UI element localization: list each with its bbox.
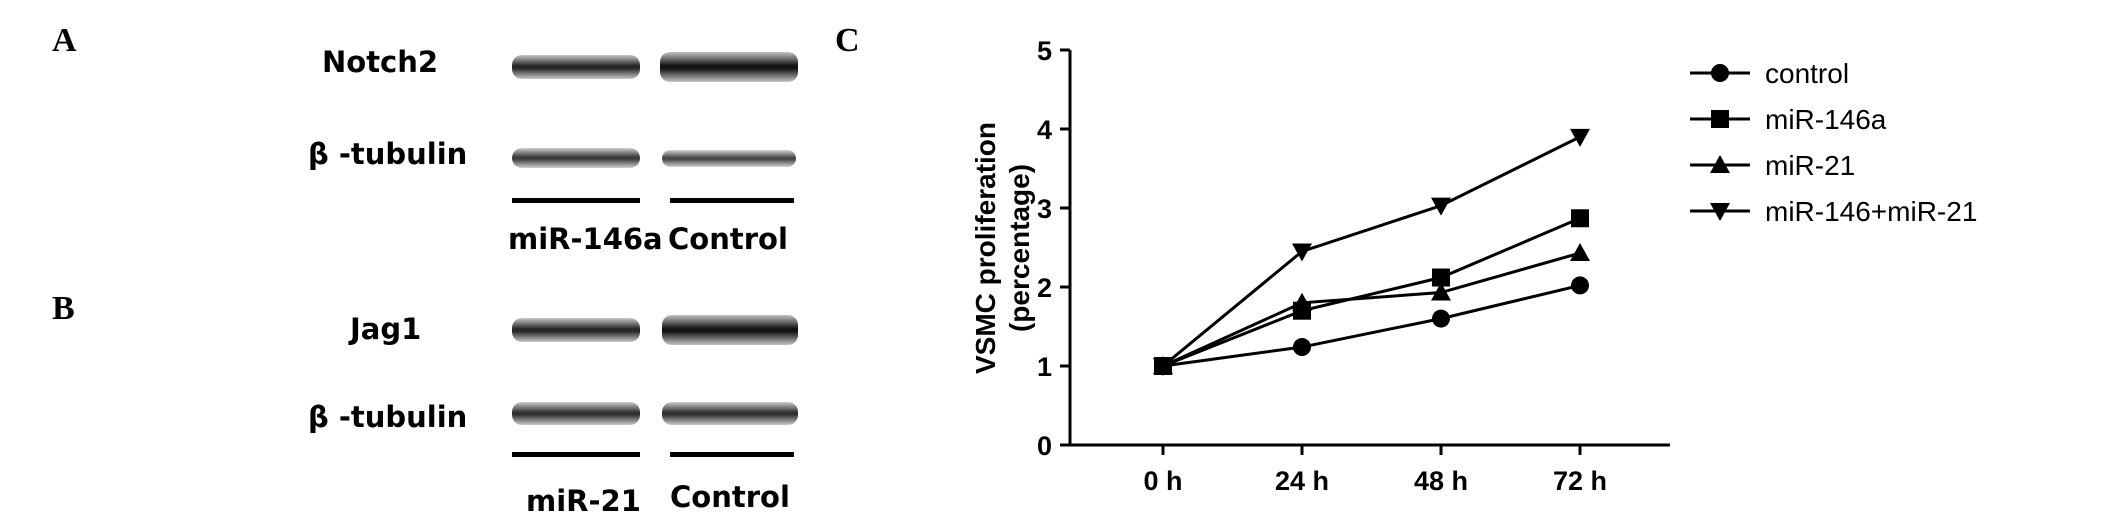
panel-letter-c: C — [835, 22, 860, 59]
blot-b-lane2-bar — [670, 452, 794, 457]
data-point-mir-146-mir-21 — [1292, 243, 1312, 262]
y-tick-label: 0 — [1037, 431, 1052, 461]
blot-a-row1-band-1 — [512, 55, 640, 79]
legend-marker-mir-146-mir-21 — [1710, 203, 1730, 221]
blot-a-lane2-bar — [670, 198, 794, 203]
data-point-mir-146-mir-21 — [1431, 197, 1451, 216]
blot-a-row2-label: β -tubulin — [308, 137, 468, 171]
y-tick-label: 2 — [1037, 273, 1052, 303]
x-tick-label: 0 h — [1143, 466, 1182, 496]
series-line-mir-21 — [1162, 251, 1581, 368]
x-tick-label: 72 h — [1553, 466, 1607, 496]
legend-label-mir-146a: miR-146a — [1765, 104, 1887, 135]
blot-a-lane2-label: Control — [668, 222, 788, 256]
blot-b-row1-band-1 — [512, 318, 640, 342]
y-tick-label: 3 — [1037, 194, 1052, 224]
legend-label-control: control — [1765, 58, 1849, 89]
blot-b-row1-label: Jag1 — [350, 312, 422, 346]
y-axis-label-line1: VSMC proliferation — [970, 122, 1001, 374]
blot-a-row2-band-2 — [662, 150, 796, 167]
blot-b-lane2-label: Control — [670, 480, 790, 514]
series-line-control — [1162, 283, 1581, 368]
legend-marker-control — [1711, 64, 1729, 82]
data-point-control — [1293, 338, 1311, 357]
y-axis-label-line2: (percentage) — [1004, 164, 1035, 332]
blot-a-row1-band-2 — [660, 52, 798, 82]
data-point-mir-146-mir-21 — [1570, 128, 1590, 147]
blot-b-row2-label: β -tubulin — [308, 400, 468, 434]
blot-a-row2-band-1 — [512, 148, 640, 168]
data-point-mir-21 — [1570, 243, 1590, 262]
data-point-mir-146-mir-21 — [1153, 358, 1173, 376]
data-point-mir-146a — [1571, 209, 1589, 228]
x-tick-label: 24 h — [1275, 466, 1329, 496]
blot-b-row1-band-2 — [662, 315, 798, 345]
x-tick-label: 48 h — [1414, 466, 1468, 496]
data-point-control — [1432, 309, 1450, 328]
series-line-mir-146-mir-21 — [1162, 135, 1581, 368]
series-line-mir-146a — [1162, 216, 1581, 368]
blot-a-lane1-label: miR-146a — [508, 222, 663, 256]
blot-b-lane1-bar — [512, 452, 640, 457]
legend-marker-mir-146a — [1711, 110, 1729, 128]
y-tick-label: 5 — [1037, 36, 1052, 66]
legend-marker-mir-21 — [1710, 155, 1730, 173]
data-point-mir-21 — [1292, 292, 1312, 311]
legend-label-mir-146-mir-21: miR-146+miR-21 — [1765, 196, 1977, 227]
blot-b-row2-band-2 — [662, 402, 798, 425]
data-point-mir-21 — [1431, 282, 1451, 301]
y-tick-label: 4 — [1037, 115, 1052, 145]
panel-letter-a: A — [52, 22, 77, 59]
panel-letter-b: B — [52, 290, 75, 327]
legend-label-mir-21: miR-21 — [1765, 150, 1855, 181]
blot-a-lane1-bar — [512, 198, 640, 203]
blot-b-lane1-label: miR-21 — [526, 484, 641, 518]
proliferation-chart: 0 1 2 3 4 5 0 h 24 h 48 h 72 h VSMC proliferation(… — [970, 36, 1977, 496]
blot-b-row2-band-1 — [512, 402, 640, 425]
data-point-mir-146a — [1432, 268, 1450, 287]
y-tick-label: 1 — [1037, 352, 1052, 382]
y-axis-label: VSMC proliferation (percentage) — [970, 122, 1035, 374]
blot-a-row1-label: Notch2 — [322, 45, 439, 79]
data-point-control — [1571, 276, 1589, 295]
